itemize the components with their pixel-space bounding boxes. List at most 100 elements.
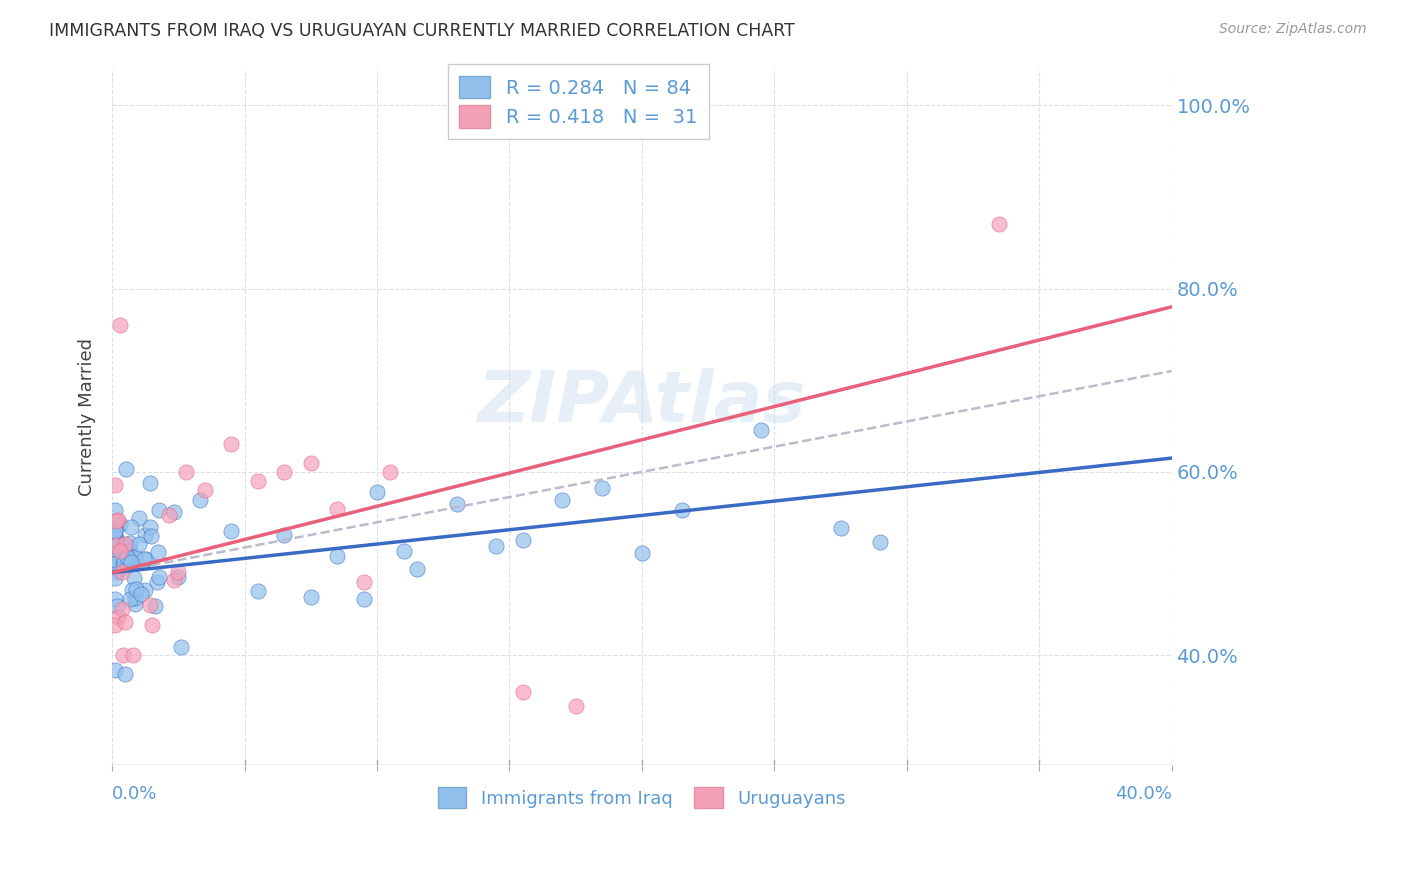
Legend: Immigrants from Iraq, Uruguayans: Immigrants from Iraq, Uruguayans (430, 780, 853, 815)
Point (120, 544, 142, 558)
Point (118, 557, 141, 571)
Point (176, 465, 198, 479)
Point (104, 553, 127, 567)
Point (591, 481, 613, 495)
Point (194, 483, 217, 498)
Point (108, 535, 131, 549)
Point (120, 555, 142, 569)
Point (104, 524, 127, 539)
Point (190, 492, 212, 507)
Point (299, 591, 322, 605)
Text: 40.0%: 40.0% (1115, 785, 1171, 804)
Point (148, 502, 170, 516)
Point (353, 574, 375, 589)
Point (631, 546, 654, 560)
Point (104, 618, 127, 632)
Point (988, 218, 1011, 232)
Point (104, 524, 127, 538)
Point (564, 698, 586, 713)
Point (104, 571, 127, 585)
Point (105, 565, 128, 579)
Point (104, 531, 127, 545)
Point (104, 521, 127, 535)
Point (366, 484, 388, 499)
Point (273, 465, 295, 479)
Point (112, 554, 135, 568)
Point (124, 591, 146, 605)
Point (129, 587, 152, 601)
Point (380, 465, 402, 479)
Point (111, 554, 134, 568)
Point (246, 583, 269, 598)
Point (166, 570, 188, 584)
Point (134, 582, 156, 597)
Point (117, 540, 139, 554)
Point (221, 524, 243, 538)
Point (111, 602, 134, 616)
Point (163, 505, 186, 519)
Point (326, 549, 349, 563)
Text: Source: ZipAtlas.com: Source: ZipAtlas.com (1219, 22, 1367, 37)
Point (353, 591, 375, 606)
Point (104, 528, 127, 542)
Point (112, 545, 135, 559)
Point (104, 503, 127, 517)
Point (830, 521, 852, 535)
Point (749, 423, 772, 437)
Text: 0.0%: 0.0% (112, 785, 157, 804)
Point (138, 476, 160, 491)
Point (392, 543, 415, 558)
Point (246, 474, 269, 488)
Point (104, 663, 127, 677)
Point (115, 462, 138, 476)
Point (134, 527, 156, 541)
Point (170, 640, 193, 654)
Point (104, 514, 127, 528)
Point (114, 536, 136, 550)
Point (135, 551, 157, 566)
Point (104, 478, 127, 492)
Point (108, 564, 131, 578)
Point (446, 497, 468, 511)
Point (512, 685, 534, 699)
Point (163, 574, 186, 588)
Point (273, 528, 295, 542)
Point (104, 555, 127, 569)
Point (125, 582, 148, 597)
Point (111, 538, 134, 552)
Point (117, 558, 139, 572)
Point (104, 516, 127, 531)
Point (148, 570, 170, 584)
Point (105, 533, 128, 547)
Point (551, 493, 574, 508)
Point (145, 575, 167, 590)
Point (132, 552, 155, 566)
Point (128, 511, 150, 525)
Text: IMMIGRANTS FROM IRAQ VS URUGUAYAN CURRENTLY MARRIED CORRELATION CHART: IMMIGRANTS FROM IRAQ VS URUGUAYAN CURREN… (49, 22, 794, 40)
Point (139, 598, 162, 612)
Point (121, 583, 143, 598)
Point (110, 544, 132, 558)
Point (105, 599, 128, 613)
Point (139, 520, 162, 534)
Point (299, 456, 322, 470)
Point (326, 501, 349, 516)
Point (105, 538, 128, 552)
Point (221, 437, 243, 451)
Point (104, 541, 127, 556)
Point (104, 592, 127, 607)
Point (104, 522, 127, 536)
Point (485, 540, 508, 554)
Point (118, 551, 141, 566)
Point (146, 545, 169, 559)
Point (111, 558, 134, 572)
Point (167, 565, 190, 579)
Point (512, 533, 534, 547)
Point (122, 571, 145, 585)
Point (120, 520, 142, 534)
Point (141, 617, 163, 632)
Point (104, 556, 127, 570)
Point (869, 535, 891, 549)
Point (107, 610, 129, 624)
Point (108, 517, 131, 532)
